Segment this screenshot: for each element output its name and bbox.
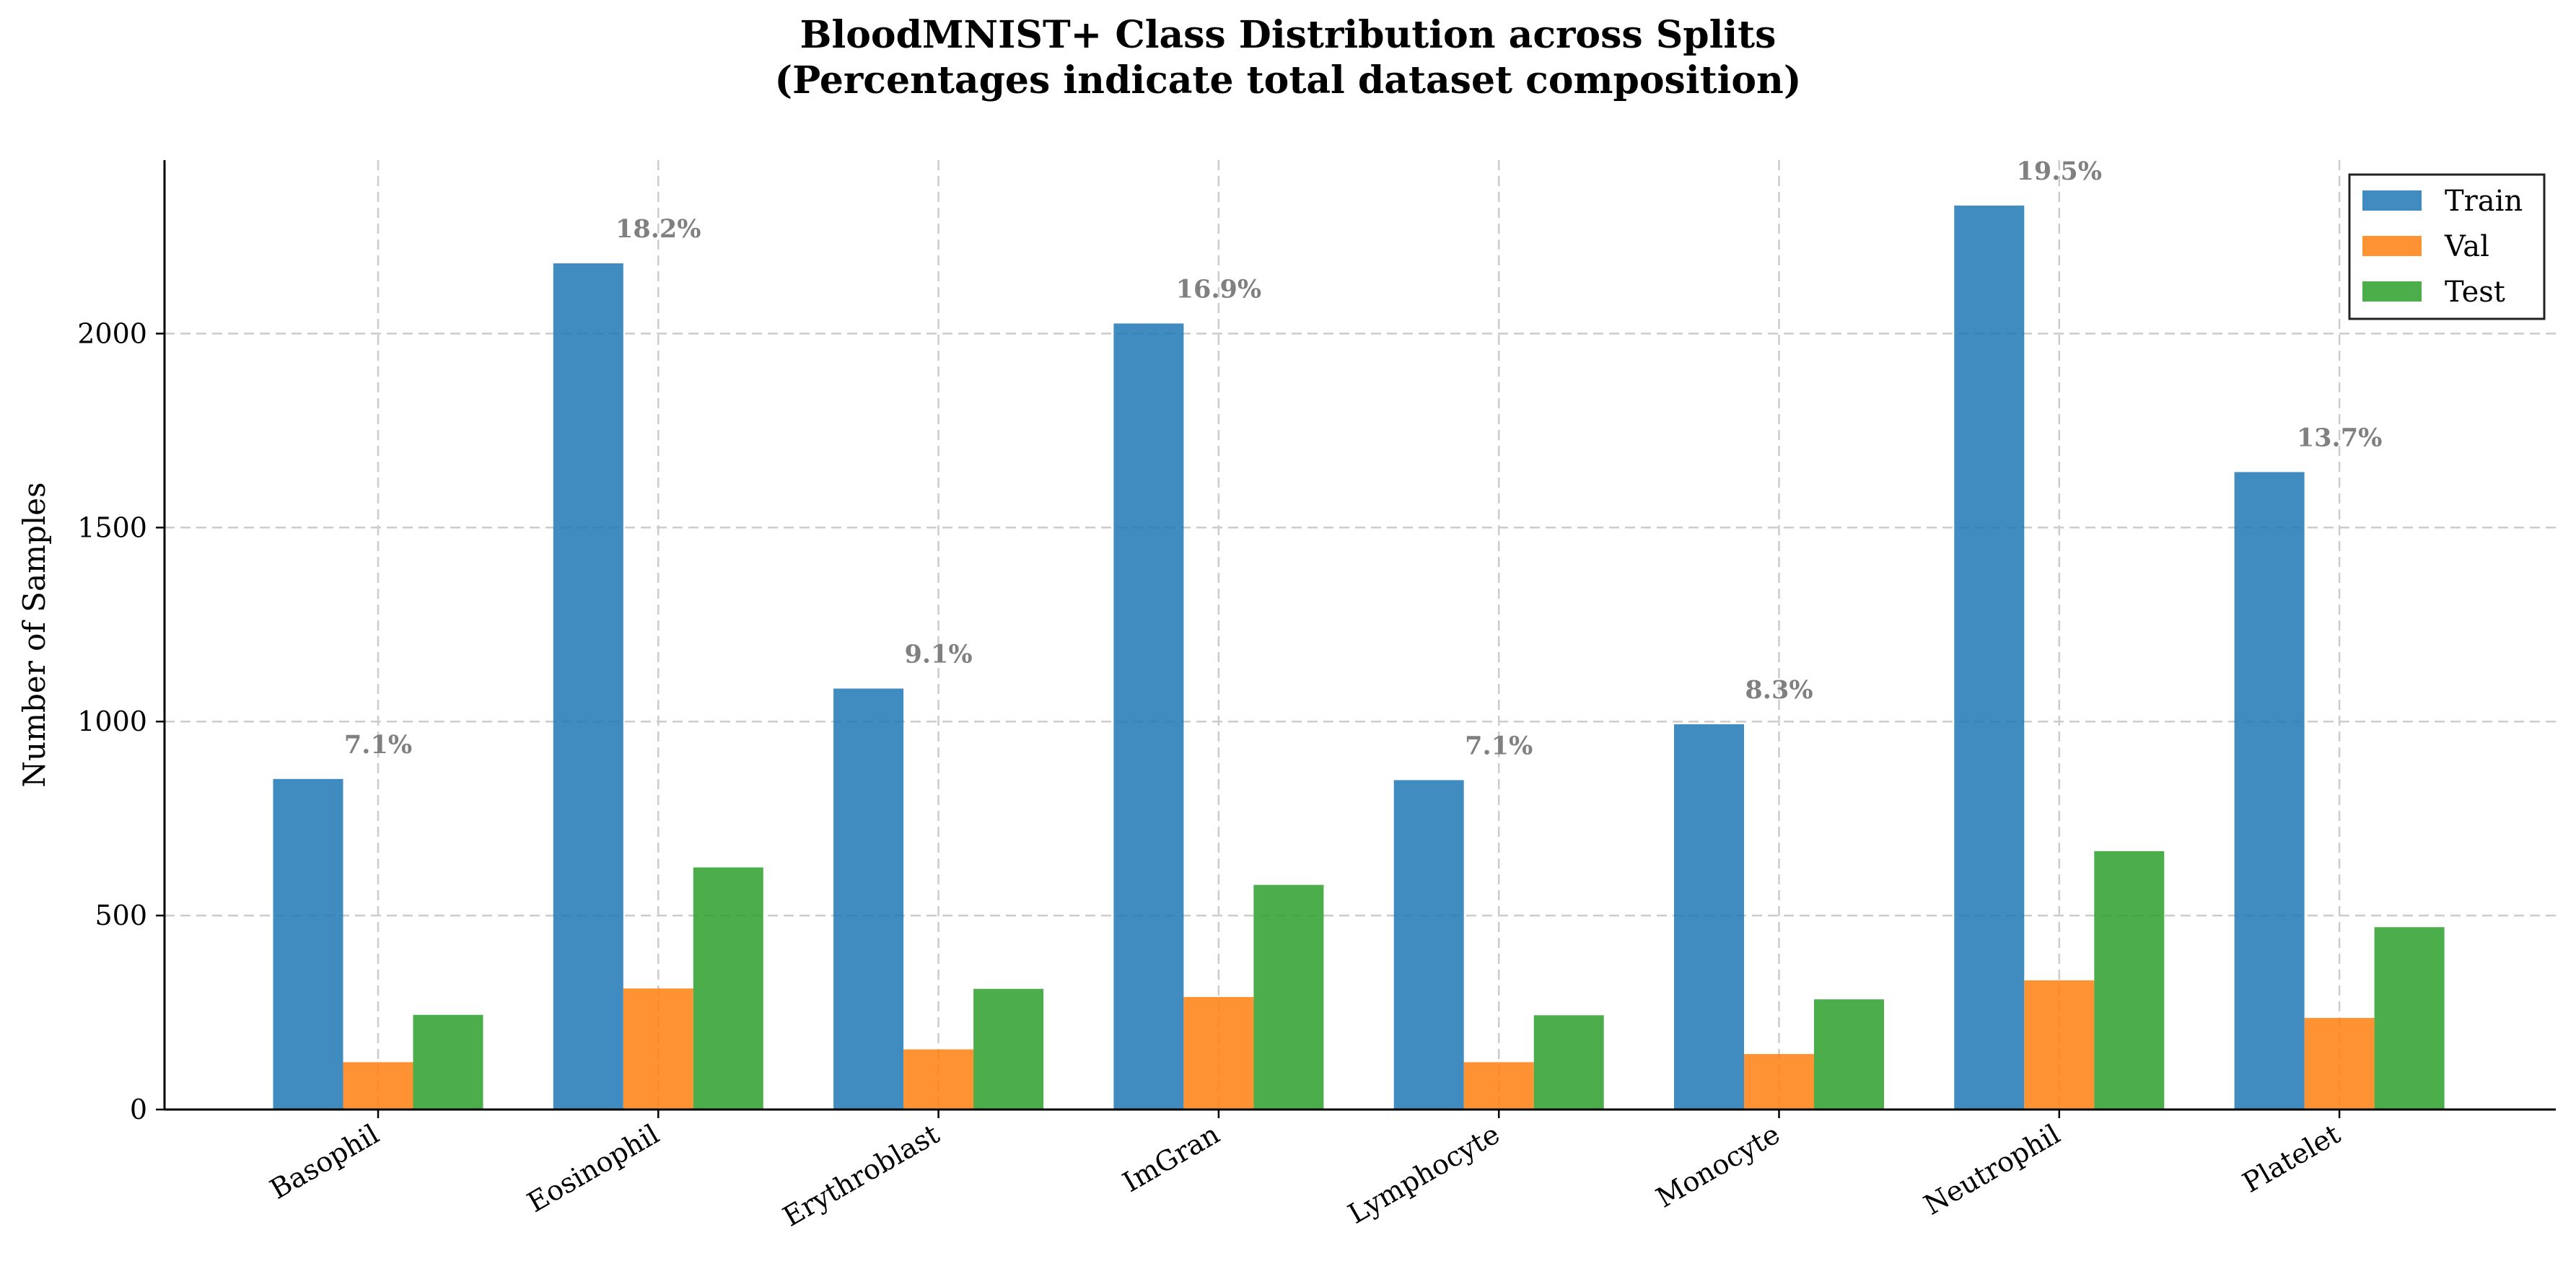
legend: Train Val Test [2348,173,2546,320]
chart-title-line-1: BloodMNIST+ Class Distribution across Sp… [800,13,1777,57]
chart-title: BloodMNIST+ Class Distribution across Sp… [775,13,1802,102]
bar-test-neutrophil [2094,851,2165,1110]
x-tick-label-basophil: Basophil [265,1118,385,1205]
x-ticks: Basophil Eosinophil Erythroblast ImGran Lymp… [265,1110,2346,1233]
x-tick-label-neutrophil: Neutrophil [1919,1118,2066,1221]
y-ticks: 0 500 1000 1500 2000 [77,317,165,1125]
y-axis-label: Number of Samples [17,482,52,787]
bar-test-imgran [1253,884,1324,1110]
percentage-label-monocyte: 8.3% [1745,675,1813,705]
bar-train-eosinophil [553,263,623,1110]
legend-swatch-val [2362,236,2422,256]
legend-label-train: Train [2445,185,2523,218]
percentage-label-erythroblast: 9.1% [905,639,973,669]
bar-test-erythroblast [973,988,1044,1110]
bar-val-lymphocyte [1463,1062,1534,1110]
grid [165,160,2556,1110]
legend-swatch-test [2362,281,2422,302]
bar-val-neutrophil [2024,980,2095,1110]
bar-test-basophil [413,1014,483,1110]
percentage-label-lymphocyte: 7.1% [1465,731,1533,760]
x-tick-label-platelet: Platelet [2237,1118,2345,1199]
bar-val-imgran [1183,997,1254,1110]
percentage-label-basophil: 7.1% [344,730,412,760]
y-tick-label-2000: 2000 [77,317,147,349]
bar-val-eosinophil [623,988,693,1110]
legend-label-test: Test [2445,276,2505,309]
bar-train-basophil [273,778,343,1110]
bar-train-imgran [1113,323,1184,1110]
y-tick-label-1500: 1500 [77,511,147,543]
x-tick-label-imgran: ImGran [1117,1118,1225,1198]
x-tick-label-erythroblast: Erythroblast [777,1118,945,1233]
bar-test-eosinophil [693,867,763,1110]
bar-train-erythroblast [833,688,904,1110]
bar-test-lymphocyte [1533,1015,1604,1110]
bar-train-lymphocyte [1393,780,1464,1110]
bar-test-platelet [2374,927,2445,1110]
bar-train-neutrophil [1954,205,2025,1110]
y-tick-label-0: 0 [130,1094,147,1125]
percentage-label-imgran: 16.9% [1176,274,1262,304]
bar-train-platelet [2234,472,2305,1110]
legend-swatch-train [2362,190,2422,211]
percentage-label-neutrophil: 19.5% [2017,157,2103,186]
percentage-label-eosinophil: 18.2% [615,214,701,244]
bar-train-monocyte [1674,724,1744,1110]
x-tick-label-lymphocyte: Lymphocyte [1343,1118,1505,1230]
bars [273,205,2445,1110]
x-tick-label-monocyte: Monocyte [1651,1118,1785,1214]
y-tick-label-500: 500 [95,900,147,931]
axes [163,160,2556,1111]
bar-test-monocyte [1814,999,1884,1110]
bar-val-basophil [343,1062,413,1110]
x-tick-label-eosinophil: Eosinophil [522,1118,665,1218]
bar-val-platelet [2304,1018,2375,1110]
bar-val-monocyte [1744,1054,1814,1110]
legend-label-val: Val [2444,230,2489,263]
chart-title-line-2: (Percentages indicate total dataset comp… [775,58,1802,102]
percentage-labels: 7.1% 18.2% 9.1% 16.9% 7.1% 8.3% 19.5% 13.7% [344,157,2382,760]
y-tick-label-1000: 1000 [77,706,147,737]
percentage-label-platelet: 13.7% [2297,423,2383,452]
bar-val-erythroblast [903,1049,974,1110]
